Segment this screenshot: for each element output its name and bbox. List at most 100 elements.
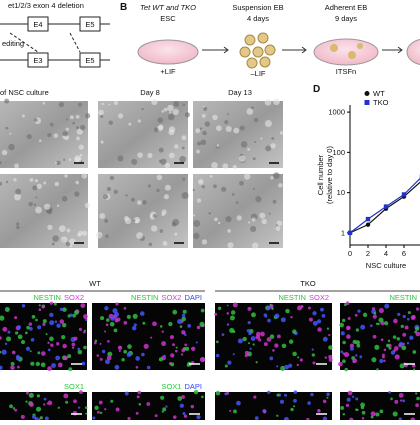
texture (233, 165, 237, 169)
cell (62, 344, 67, 349)
micrograph (0, 174, 88, 248)
cell (110, 400, 113, 403)
texture (200, 139, 206, 145)
cell (267, 337, 272, 342)
cell (58, 363, 63, 368)
cell (48, 401, 53, 406)
cell (162, 330, 164, 332)
cell (115, 319, 119, 323)
cell (78, 406, 80, 408)
cell (344, 368, 347, 371)
texture (109, 120, 113, 124)
texture (225, 216, 231, 222)
cell (146, 402, 150, 406)
texture (195, 128, 200, 133)
cell (182, 314, 185, 317)
cell (14, 316, 17, 319)
texture (81, 173, 87, 179)
texture (76, 115, 80, 119)
texture (208, 212, 211, 215)
cell (400, 399, 402, 401)
texture (202, 114, 206, 118)
texture (221, 187, 226, 192)
cell (348, 391, 353, 396)
cell (147, 366, 151, 370)
texture (153, 214, 157, 218)
texture (168, 129, 174, 135)
cell (115, 302, 118, 305)
texture (200, 127, 202, 129)
texture (253, 188, 255, 190)
cell (85, 319, 87, 321)
x-tick-label: 4 (384, 249, 388, 258)
cell (173, 415, 177, 419)
cell (249, 348, 251, 350)
texture (2, 150, 8, 156)
cell (322, 314, 326, 318)
cell (32, 415, 36, 419)
texture (218, 222, 220, 224)
text: ITSFn (336, 67, 356, 76)
texture (216, 125, 222, 131)
cell (21, 415, 25, 419)
cell (60, 308, 63, 311)
cell (272, 349, 275, 352)
cell (74, 337, 78, 341)
texture (39, 139, 42, 142)
texture (250, 226, 256, 232)
cell (282, 344, 287, 349)
cell (63, 393, 68, 398)
cell (233, 303, 238, 308)
texture (280, 131, 283, 134)
texture (276, 226, 281, 231)
texture (265, 145, 271, 151)
cell (83, 331, 86, 334)
cell (227, 324, 229, 326)
text: of NSC culture (0, 88, 49, 97)
text: Day 13 (228, 88, 252, 97)
cell (172, 343, 175, 346)
texture (52, 235, 59, 242)
cell (17, 366, 20, 369)
texture (125, 218, 131, 224)
micrograph (0, 392, 87, 420)
texture (114, 101, 118, 105)
cell (159, 357, 163, 361)
legend-marker (365, 100, 370, 105)
texture (102, 103, 104, 105)
cell (214, 313, 217, 316)
legend-label: TKO (373, 98, 389, 107)
texture (197, 198, 201, 202)
cell (323, 400, 326, 403)
cell (376, 368, 378, 370)
point (384, 204, 388, 208)
cell (142, 322, 145, 325)
cell (95, 340, 98, 343)
texture (128, 123, 131, 126)
texture (137, 200, 142, 205)
texture (193, 189, 195, 191)
cell (47, 366, 52, 371)
texture (63, 131, 68, 136)
cell (347, 398, 351, 402)
texture (173, 101, 179, 107)
cell (168, 322, 172, 326)
cell (357, 409, 359, 411)
cell (251, 312, 256, 317)
texture (66, 228, 70, 232)
cell (107, 340, 110, 343)
cell (216, 354, 219, 357)
cell (290, 408, 293, 411)
cell (226, 392, 229, 395)
cell (373, 315, 377, 319)
texture (265, 99, 272, 106)
cell (80, 303, 85, 308)
text: et1/2/3 exon 4 deletion (8, 1, 84, 10)
cell (119, 350, 121, 352)
cell (263, 410, 266, 413)
cell (277, 334, 281, 338)
texture (161, 110, 164, 113)
cell (373, 335, 377, 339)
texture (37, 184, 42, 189)
cell (242, 337, 246, 341)
